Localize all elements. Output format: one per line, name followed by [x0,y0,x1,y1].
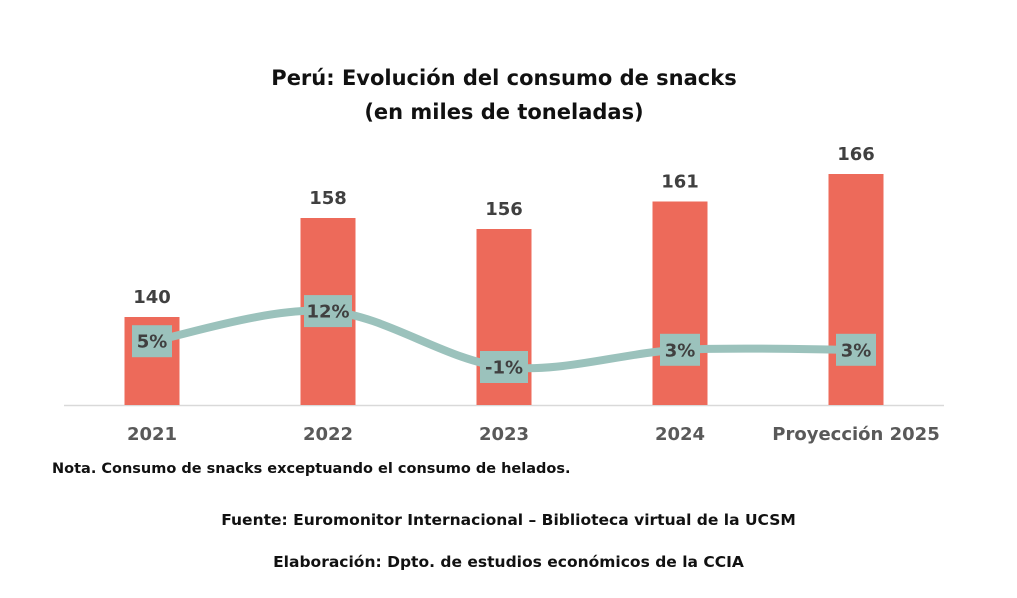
bar-value-label: 161 [661,172,699,193]
chart-elaboration: Elaboración: Dpto. de estudios económico… [273,553,744,571]
chart-note: Nota. Consumo de snacks exceptuando el c… [52,461,571,477]
x-tick-label: 2021 [127,424,177,445]
bar-value-label: 166 [837,144,875,165]
bar-value-label: 158 [309,188,347,209]
x-tick-label: 2023 [479,424,529,445]
bar-proyección-2025 [828,174,884,405]
x-tick-label: 2022 [303,424,353,445]
growth-label-box [304,295,352,328]
bar-2024 [652,201,708,405]
growth-label-box [836,333,876,366]
bar-value-label: 156 [485,199,523,220]
growth-label: -1% [485,358,523,379]
growth-label-box [660,333,700,366]
x-tick-label: Proyección 2025 [772,424,939,445]
x-tick-label: 2024 [655,424,705,445]
chart-title: Perú: Evolución del consumo de snacks [271,66,737,90]
chart-source: Fuente: Euromonitor Internacional – Bibl… [221,511,796,529]
growth-label: 3% [665,340,696,361]
growth-label-box [132,325,172,358]
bar-value-label: 140 [133,287,171,308]
growth-label: 5% [137,332,168,353]
growth-label: 3% [841,340,872,361]
chart-subtitle: (en miles de toneladas) [364,100,644,124]
growth-label-box [480,351,528,383]
growth-label: 12% [306,302,349,323]
